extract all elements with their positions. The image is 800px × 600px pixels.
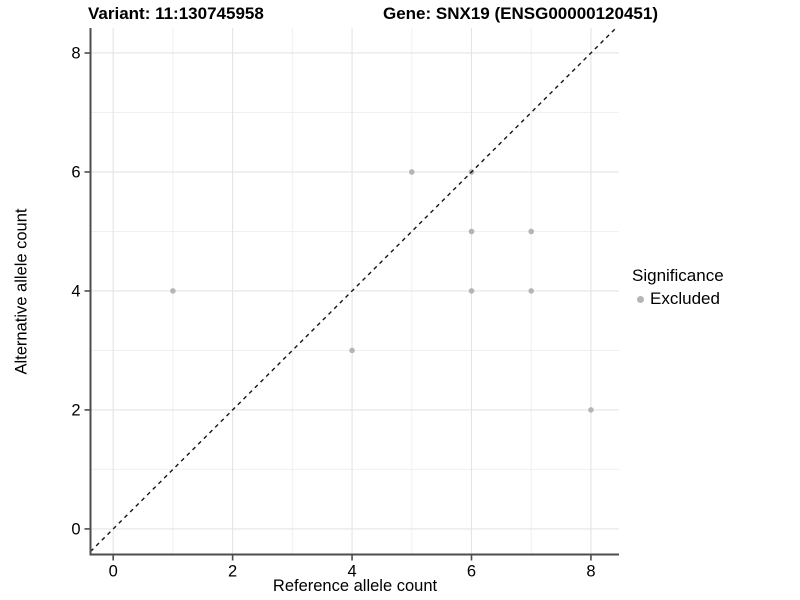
x-tick-label: 2	[228, 563, 237, 581]
data-point	[349, 347, 355, 354]
legend-item-label: Excluded	[650, 289, 720, 308]
data-point	[468, 288, 475, 294]
data-point	[528, 228, 535, 235]
data-point	[588, 407, 594, 413]
tick-marks: 0 2 4 6 8 0 2 4 6 8	[71, 44, 595, 580]
legend-title: Significance	[632, 266, 724, 285]
y-axis-title: Alternative allele count	[12, 208, 31, 375]
x-tick-label: 8	[586, 563, 595, 581]
y-tick-label: 0	[71, 520, 80, 538]
variant-title: Variant: 11:130745958	[88, 4, 264, 23]
y-tick-label: 8	[71, 44, 80, 62]
x-tick-label: 6	[467, 563, 476, 581]
data-points	[170, 169, 594, 413]
x-tick-label: 4	[347, 563, 356, 581]
axis-lines	[89, 28, 619, 556]
data-point	[468, 228, 475, 235]
x-tick-label: 0	[109, 563, 118, 581]
legend-item-excluded: Excluded	[632, 289, 724, 309]
y-tick-label: 4	[71, 282, 80, 300]
data-point	[528, 288, 535, 294]
legend: Significance Excluded	[632, 265, 724, 309]
data-point	[408, 169, 415, 175]
x-axis-title: Reference allele count	[272, 577, 438, 595]
legend-point-icon	[637, 295, 644, 303]
gene-title: Gene: SNX19 (ENSG00000120451)	[383, 4, 658, 23]
y-tick-label: 2	[71, 401, 80, 419]
identity-line	[90, 27, 617, 553]
data-point	[170, 288, 176, 294]
grid-major	[90, 28, 619, 555]
y-tick-label: 6	[71, 163, 80, 181]
